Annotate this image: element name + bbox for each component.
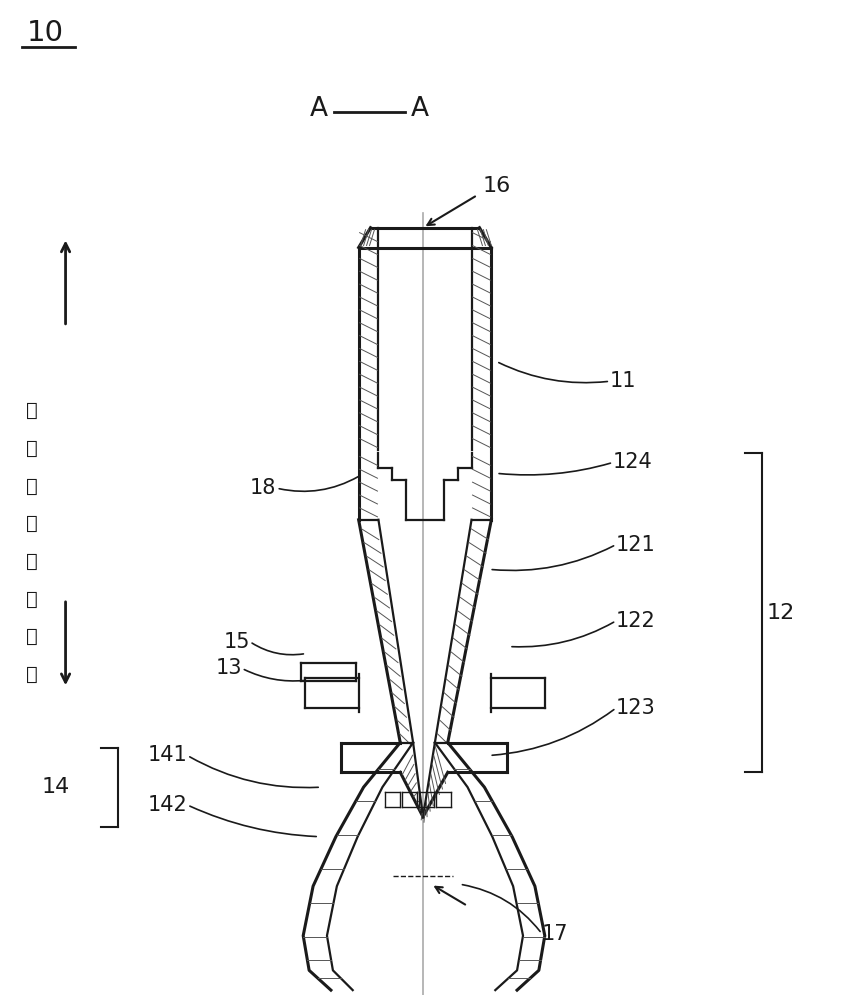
Text: 122: 122 <box>616 611 656 631</box>
Text: 18: 18 <box>250 478 276 498</box>
Text: 142: 142 <box>147 795 187 815</box>
Text: A: A <box>411 96 429 122</box>
Text: 141: 141 <box>147 745 187 765</box>
Text: 10: 10 <box>27 19 64 47</box>
Text: 17: 17 <box>542 924 568 944</box>
Text: 轴: 轴 <box>26 552 38 571</box>
Text: 方: 方 <box>26 627 38 646</box>
Text: 段: 段 <box>26 514 38 533</box>
Text: 11: 11 <box>610 371 637 391</box>
Text: 一: 一 <box>26 439 38 458</box>
Text: 16: 16 <box>483 176 511 196</box>
Text: 15: 15 <box>224 632 250 652</box>
Text: 13: 13 <box>215 658 241 678</box>
Text: 第: 第 <box>26 401 38 420</box>
Text: 12: 12 <box>767 603 794 623</box>
Text: 14: 14 <box>42 777 69 797</box>
Text: 123: 123 <box>616 698 656 718</box>
Text: 向: 向 <box>26 665 38 684</box>
Text: 121: 121 <box>616 535 656 555</box>
Text: 向: 向 <box>26 590 38 609</box>
Text: 管: 管 <box>26 477 38 496</box>
Text: 124: 124 <box>613 452 653 472</box>
Text: A: A <box>310 96 328 122</box>
